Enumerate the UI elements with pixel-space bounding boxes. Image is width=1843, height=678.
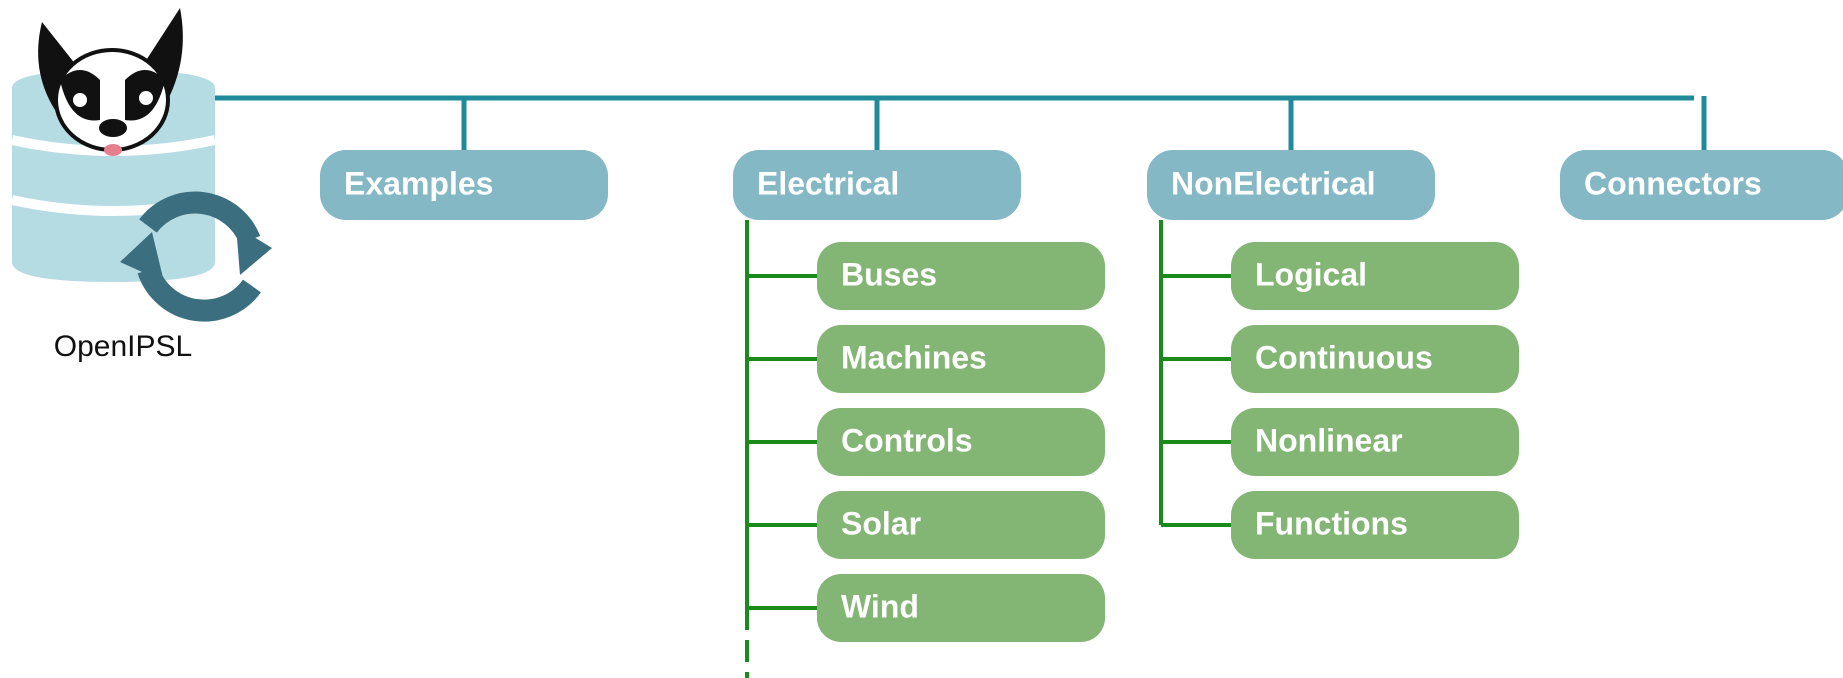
subcategory-label: Functions [1255,505,1408,541]
subcategory-label: Nonlinear [1255,422,1403,458]
diagram: OpenIPSL Examples Electrical Buses Machines… [0,0,1843,678]
category-label: NonElectrical [1171,165,1376,201]
subcategory-label: Logical [1255,256,1367,292]
dog-eye [73,93,87,107]
dog-eye [139,91,153,105]
category-label: Electrical [757,165,899,201]
subcategory-label: Buses [841,256,937,292]
subcategory-label: Machines [841,339,987,375]
dog-nose [99,119,127,137]
category-label: Examples [344,165,493,201]
root-label: OpenIPSL [54,330,192,363]
subcategory-label: Solar [841,505,921,541]
subcategory-label: Controls [841,422,973,458]
category-label: Connectors [1584,165,1762,201]
subcategory-label: Wind [841,588,919,624]
subcategory-label: Continuous [1255,339,1433,375]
dog-tongue [104,144,122,156]
logo: OpenIPSL [12,8,272,363]
